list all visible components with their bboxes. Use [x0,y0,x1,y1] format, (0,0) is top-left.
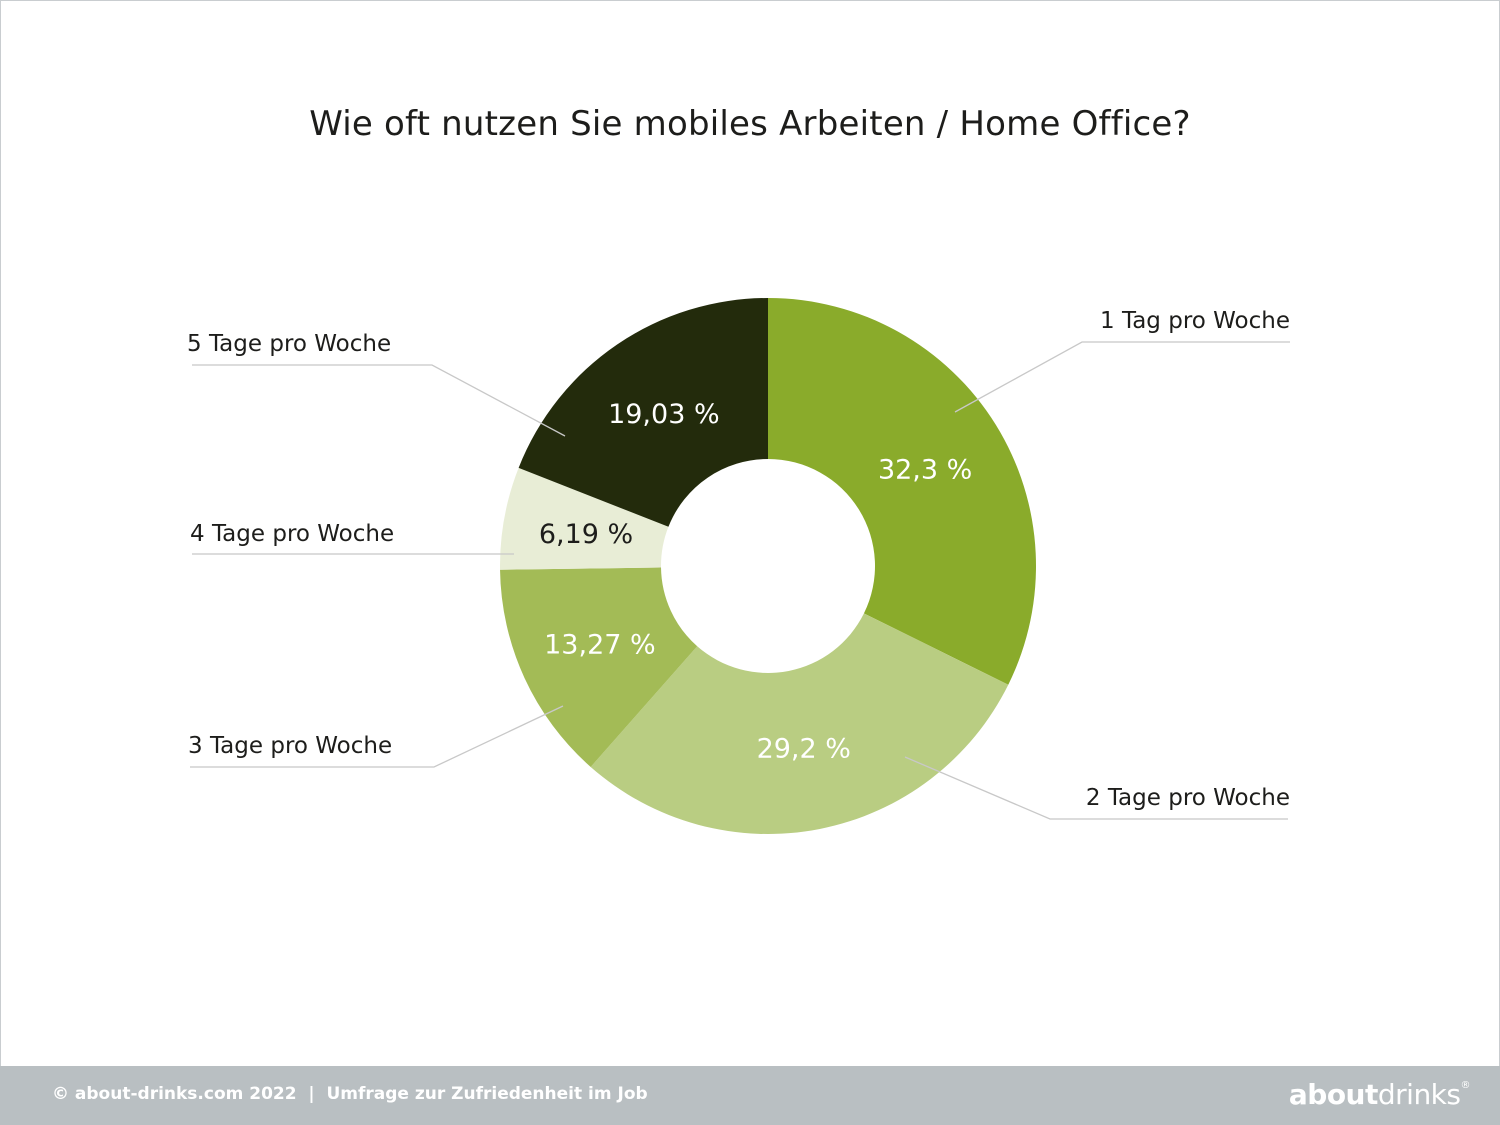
slice-2-tage-pro-woche [590,613,1009,835]
category-label-3-tage-pro-woche: 3 Tage pro Woche [188,733,392,759]
about-drinks-logo: aboutdrinks® [1288,1078,1471,1111]
value-label-2-tage-pro-woche: 29,2 % [757,734,851,765]
footer-bar [0,1066,1500,1125]
slice-5-tage-pro-woche [518,298,768,527]
footer-copyright: © about-drinks.com 2022 | Umfrage zur Zu… [52,1084,648,1104]
category-label-4-tage-pro-woche: 4 Tage pro Woche [190,521,394,547]
leader-line-3-tage-pro-woche [190,705,564,768]
category-label-5-tage-pro-woche: 5 Tage pro Woche [187,331,391,357]
slice-1-tag-pro-woche [768,298,1036,685]
category-label-2-tage-pro-woche: 2 Tage pro Woche [1086,785,1290,811]
leader-line-5-tage-pro-woche [192,364,566,437]
value-label-1-tag-pro-woche: 32,3 % [878,454,972,485]
value-label-3-tage-pro-woche: 13,27 % [544,629,656,660]
value-label-4-tage-pro-woche: 6,19 % [539,519,633,550]
value-label-5-tage-pro-woche: 19,03 % [608,399,720,430]
chart-title: Wie oft nutzen Sie mobiles Arbeiten / Ho… [309,104,1191,144]
leader-line-1-tag-pro-woche [954,341,1290,413]
leader-line-2-tage-pro-woche [904,756,1288,820]
category-label-1-tag-pro-woche: 1 Tag pro Woche [1100,308,1290,334]
slice-3-tage-pro-woche [500,567,698,767]
slice-4-tage-pro-woche [499,467,669,570]
